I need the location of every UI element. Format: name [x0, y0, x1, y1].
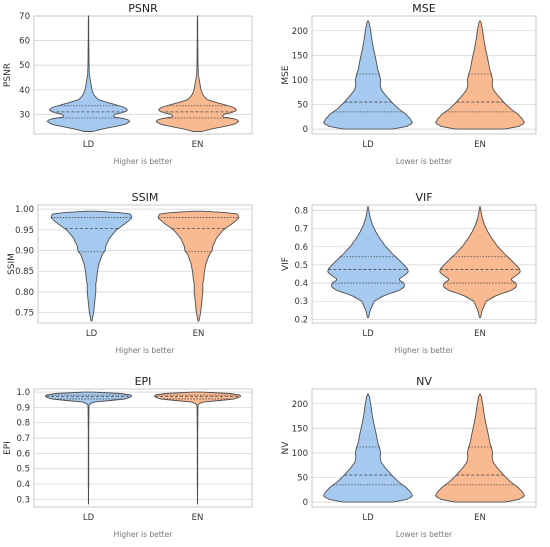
axes-frame	[311, 204, 537, 324]
y-tick-label: 50	[297, 474, 308, 484]
y-tick-label: 0.75	[15, 309, 34, 319]
x-tick-label: EN	[474, 329, 486, 339]
y-tick-label: 0.6	[294, 243, 308, 253]
y-tick-label: 0.85	[15, 267, 34, 277]
axes-frame	[311, 15, 537, 135]
chart-panel-nv: 0 50 100 150 200 NV NV LD EN Lower is better	[281, 375, 537, 539]
x-tick-label: EN	[192, 140, 204, 150]
y-tick-label: 200	[292, 400, 308, 410]
x-tick-label: EN	[474, 140, 486, 150]
chart-title: EPI	[135, 375, 152, 388]
y-tick-label: 1.0	[16, 388, 30, 398]
violin-en	[155, 15, 240, 132]
axes-frame	[37, 204, 253, 324]
violin-ld	[50, 210, 133, 322]
violin-ld	[46, 15, 131, 132]
y-axis-label: NV	[281, 441, 291, 455]
y-tick-label: 30	[19, 110, 30, 120]
y-tick-label: 0.3	[294, 297, 308, 307]
chart-title: PSNR	[128, 2, 158, 15]
axis-note: Higher is better	[114, 157, 174, 166]
y-axis-label: MSE	[281, 65, 291, 84]
x-tick-label: EN	[192, 513, 204, 523]
y-tick-label: 0.5	[294, 261, 308, 271]
y-tick-label: 1.00	[15, 205, 34, 215]
y-tick-label: 0.4	[16, 480, 30, 490]
y-tick-label: 0.9	[16, 403, 30, 413]
chart-panel-ssim: 0.75 0.80 0.85 0.90 0.95 1.00 SSIM SSIM LD EN High…	[7, 191, 253, 355]
y-tick-label: 0.6	[16, 449, 30, 459]
x-tick-label: LD	[83, 513, 95, 523]
y-axis-label: PSNR	[3, 63, 13, 87]
axis-note: Higher is better	[116, 346, 176, 355]
axis-note: Higher is better	[395, 346, 455, 355]
violin-en	[153, 391, 242, 505]
violin-en	[435, 393, 525, 503]
y-tick-label: 0.90	[15, 247, 34, 257]
y-tick-label: 0.80	[15, 288, 34, 298]
violin-ld	[323, 393, 413, 503]
chart-title: MSE	[412, 2, 435, 15]
y-tick-label: 0.2	[294, 315, 308, 325]
axes-frame	[311, 388, 537, 508]
x-tick-label: LD	[362, 513, 374, 523]
y-axis-label: EPI	[3, 441, 13, 455]
chart-title: NV	[416, 375, 432, 388]
chart-panel-mse: 0 50 100 150 200 MSE MSE LD EN Lower is better	[281, 2, 537, 166]
y-tick-label: 40	[19, 86, 30, 96]
y-axis-label: VIF	[281, 257, 291, 271]
violin-ld	[327, 206, 409, 319]
chart-title: SSIM	[132, 191, 159, 204]
y-tick-label: 70	[19, 12, 30, 22]
x-tick-label: EN	[193, 329, 205, 339]
y-tick-label: 100	[292, 76, 308, 86]
y-tick-label: 0	[303, 125, 308, 135]
chart-panel-vif: 0.2 0.3 0.4 0.5 0.6 0.7 0.8 VIF VIF LD EN Higher is…	[281, 191, 537, 355]
chart-title: VIF	[415, 191, 432, 204]
x-tick-label: EN	[474, 513, 486, 523]
y-tick-label: 50	[297, 101, 308, 111]
y-tick-label: 0.5	[16, 465, 30, 475]
y-tick-label: 50	[19, 61, 30, 71]
violin-en	[157, 210, 240, 322]
y-tick-label: 150	[292, 51, 308, 61]
axis-note: Lower is better	[396, 157, 453, 166]
y-tick-label: 0	[303, 498, 308, 508]
axes-frame	[33, 388, 253, 508]
y-tick-label: 0.7	[16, 434, 30, 444]
y-tick-label: 150	[292, 424, 308, 434]
chart-panel-epi: 0.3 0.4 0.5 0.6 0.7 0.8 0.9 1.0 EPI EPI LD EN Higher…	[3, 375, 253, 539]
y-tick-label: 0.95	[15, 226, 34, 236]
y-axis-label: SSIM	[7, 253, 17, 275]
y-tick-label: 0.7	[294, 225, 308, 235]
violin-en	[439, 206, 521, 319]
y-tick-label: 0.8	[16, 419, 30, 429]
axes-frame	[33, 15, 253, 135]
axis-note: Lower is better	[396, 530, 453, 539]
x-tick-label: LD	[362, 140, 374, 150]
axis-note: Higher is better	[114, 530, 174, 539]
y-tick-label: 100	[292, 449, 308, 459]
violin-ld	[323, 20, 413, 130]
x-tick-label: LD	[83, 140, 95, 150]
violin-ld	[44, 391, 133, 505]
y-tick-label: 0.8	[294, 206, 308, 216]
y-tick-label: 200	[292, 27, 308, 37]
y-tick-label: 0.3	[16, 495, 30, 505]
y-tick-label: 0.4	[294, 279, 308, 289]
chart-panel-psnr: 30 40 50 60 70 PSNR PSNR LD EN Higher is better	[3, 2, 253, 166]
violin-en	[435, 20, 525, 130]
x-tick-label: LD	[362, 329, 374, 339]
x-tick-label: LD	[86, 329, 98, 339]
y-tick-label: 60	[19, 37, 30, 47]
